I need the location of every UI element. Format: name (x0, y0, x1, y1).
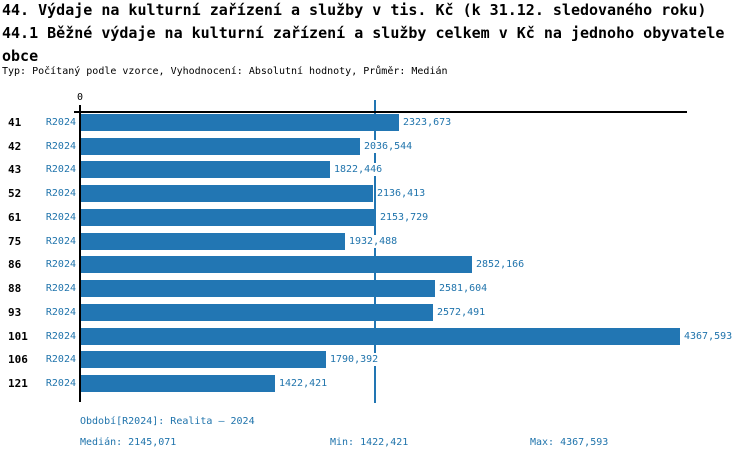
value-bar (80, 209, 376, 226)
category-label: 93 (8, 306, 22, 319)
series-label: R2024 (45, 117, 76, 128)
value-label: 2323,673 (403, 116, 454, 129)
category-label: 106 (8, 353, 28, 366)
category-label: 61 (8, 211, 22, 224)
period-label: Období[R2024]: Realita – 2024 (80, 416, 255, 427)
series-label: R2024 (45, 283, 76, 294)
y-axis-line (79, 111, 81, 402)
table-row: 43 R2024 1822,446 (0, 161, 750, 178)
series-label: R2024 (45, 378, 76, 389)
median-line (374, 100, 376, 403)
x-axis-line (74, 111, 687, 113)
value-bar (80, 375, 275, 392)
table-row: 101 R2024 4367,593 (0, 328, 750, 345)
value-label: 2153,729 (380, 211, 431, 224)
series-label: R2024 (45, 307, 76, 318)
series-label: R2024 (45, 141, 76, 152)
series-label: R2024 (45, 331, 76, 342)
table-row: 88 R2024 2581,604 (0, 280, 750, 297)
max-stat: Max: 4367,593 (530, 437, 609, 448)
table-row: 86 R2024 2852,166 (0, 256, 750, 273)
value-label: 1932,488 (349, 235, 400, 248)
table-row: 42 R2024 2036,544 (0, 138, 750, 155)
value-label: 1822,446 (334, 163, 385, 176)
report-title-line1: 44. Výdaje na kulturní zařízení a služby… (2, 1, 707, 19)
report-title-line2: 44.1 Běžné výdaje na kulturní zařízení a… (2, 24, 725, 42)
category-label: 42 (8, 140, 22, 153)
category-label: 52 (8, 187, 22, 200)
category-label: 121 (8, 377, 28, 390)
series-label: R2024 (45, 188, 76, 199)
min-stat: Min: 1422,421 (330, 437, 409, 448)
value-bar (80, 328, 680, 345)
value-label: 2036,544 (364, 140, 415, 153)
value-bar (80, 233, 345, 250)
category-label: 86 (8, 258, 22, 271)
value-bar (80, 138, 360, 155)
category-label: 88 (8, 282, 22, 295)
series-label: R2024 (45, 259, 76, 270)
table-row: 75 R2024 1932,488 (0, 233, 750, 250)
value-label: 2572,491 (437, 306, 488, 319)
table-row: 93 R2024 2572,491 (0, 304, 750, 321)
category-label: 43 (8, 163, 22, 176)
value-bar (80, 114, 399, 131)
table-row: 41 R2024 2323,673 (0, 114, 750, 131)
series-label: R2024 (45, 164, 76, 175)
value-label: 4367,593 (684, 330, 735, 343)
series-label: R2024 (45, 212, 76, 223)
value-bar (80, 256, 472, 273)
series-label: R2024 (45, 236, 76, 247)
value-label: 2581,604 (439, 282, 490, 295)
value-label: 2852,166 (476, 258, 527, 271)
value-label: 2136,413 (377, 187, 428, 200)
value-bar (80, 280, 435, 297)
category-label: 75 (8, 235, 22, 248)
value-bar (80, 351, 326, 368)
value-bar (80, 185, 373, 202)
value-label: 1790,392 (330, 353, 381, 366)
value-bar (80, 304, 433, 321)
table-row: 106 R2024 1790,392 (0, 351, 750, 368)
series-label: R2024 (45, 354, 76, 365)
report-title-line3: obce (2, 47, 39, 65)
median-stat: Medián: 2145,071 (80, 437, 177, 448)
value-label: 1422,421 (279, 377, 330, 390)
value-bar (80, 161, 330, 178)
category-label: 101 (8, 330, 28, 343)
table-row: 52 R2024 2136,413 (0, 185, 750, 202)
table-row: 121 R2024 1422,421 (0, 375, 750, 392)
x-axis-zero-tick (79, 105, 81, 111)
category-label: 41 (8, 116, 22, 129)
x-axis-zero-label: 0 (76, 92, 84, 103)
report-subtitle: Typ: Počítaný podle vzorce, Vyhodnocení:… (2, 66, 448, 77)
table-row: 61 R2024 2153,729 (0, 209, 750, 226)
